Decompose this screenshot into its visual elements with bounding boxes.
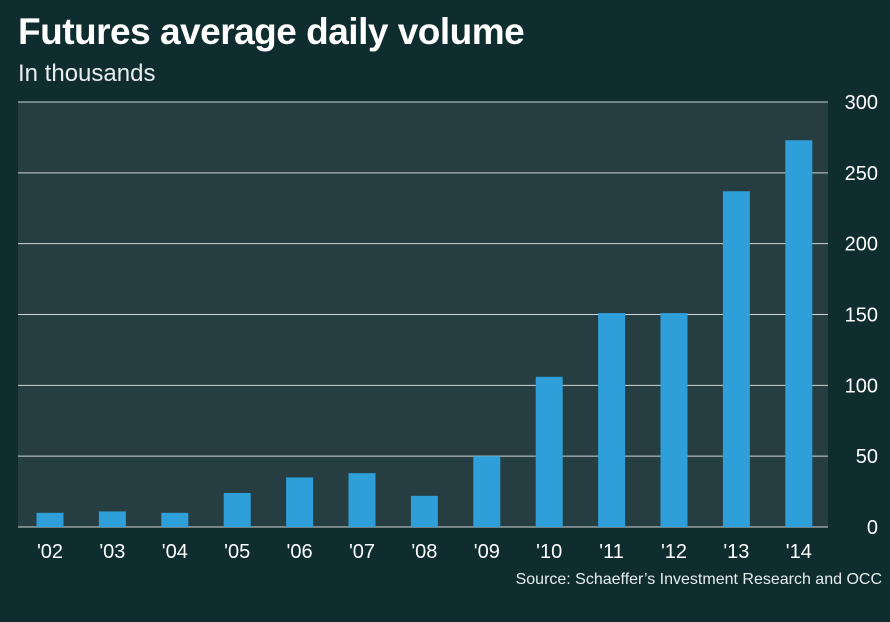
x-tick-label: '08 bbox=[411, 541, 437, 563]
chart-subtitle: In thousands bbox=[18, 60, 156, 87]
x-tick-label: '05 bbox=[224, 541, 250, 563]
bars-group bbox=[36, 140, 813, 527]
x-tick-label: '07 bbox=[349, 541, 375, 563]
x-tick-label: '04 bbox=[162, 541, 188, 563]
bar bbox=[161, 512, 189, 527]
y-tick-label: 250 bbox=[845, 163, 878, 185]
x-tick-label: '03 bbox=[99, 541, 125, 563]
x-tick-label: '10 bbox=[536, 541, 562, 563]
bar bbox=[722, 191, 750, 527]
bar bbox=[660, 313, 688, 527]
y-tick-label: 0 bbox=[867, 517, 878, 539]
bar bbox=[36, 512, 64, 527]
bar bbox=[286, 477, 314, 527]
bar bbox=[223, 493, 251, 527]
bar bbox=[535, 376, 563, 527]
y-axis-ticks: 0 50 100 150 200 250 300 bbox=[845, 92, 878, 539]
x-tick-label: '11 bbox=[599, 541, 624, 563]
y-tick-label: 50 bbox=[856, 446, 878, 468]
x-tick-label: '02 bbox=[37, 541, 63, 563]
source-note: Source: Schaeffer’s Investment Research … bbox=[515, 571, 882, 588]
bar bbox=[473, 456, 501, 527]
y-tick-label: 150 bbox=[845, 305, 878, 327]
y-tick-label: 200 bbox=[845, 234, 878, 256]
x-tick-label: '13 bbox=[723, 541, 749, 563]
y-tick-label: 100 bbox=[845, 375, 878, 397]
x-tick-label: '06 bbox=[287, 541, 313, 563]
bar bbox=[98, 511, 126, 527]
bar bbox=[410, 495, 438, 527]
x-tick-label: '12 bbox=[661, 541, 687, 563]
bar bbox=[598, 313, 626, 527]
y-tick-label: 300 bbox=[845, 92, 878, 114]
bar bbox=[785, 140, 813, 527]
bar bbox=[348, 473, 376, 527]
gridlines bbox=[18, 101, 828, 528]
x-tick-label: '09 bbox=[474, 541, 500, 563]
x-axis-ticks: '02 '03 '04 '05 '06 '07 '08 '09 '10 '11 '12 '13 '14 bbox=[37, 541, 812, 563]
x-tick-label: '14 bbox=[786, 541, 812, 563]
chart-title: Futures average daily volume bbox=[18, 11, 525, 52]
